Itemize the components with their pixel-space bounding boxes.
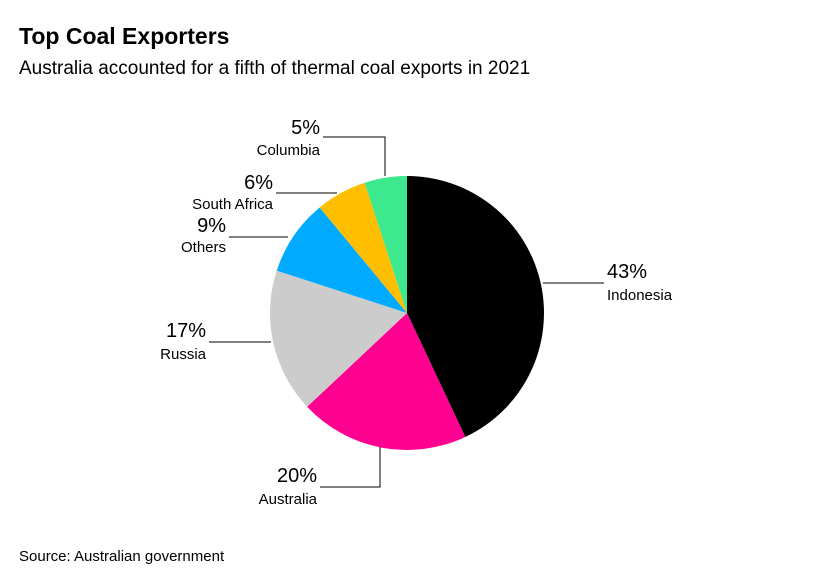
leader-lines [209,136,604,488]
percent-label-russia: 17% [166,320,206,342]
chart-title: Top Coal Exporters [19,23,230,49]
pie-slice-columbia [364,176,407,313]
pie-slice-south-africa [319,182,407,313]
leader-line-columbia [323,136,386,176]
slice-labels: 43% Indonesia 20% Australia 17% Russia 9% Other… [160,117,673,508]
percent-label-australia: 20% [277,465,317,487]
source-note: Source: Australian government [19,548,225,565]
slice-name-label-russia: Russia [160,346,207,363]
pie-slice-indonesia [407,176,544,437]
percent-label-others: 9% [197,215,226,237]
pie-slices [270,176,544,450]
slice-name-label-australia: Australia [259,491,318,508]
slice-name-label-indonesia: Indonesia [607,287,673,304]
pie-slice-others [276,207,407,313]
slice-name-label-south-africa: South Africa [192,196,274,213]
pie-slice-australia [307,313,466,450]
slice-name-label-others: Others [181,239,226,256]
pie-slice-russia [270,270,407,407]
slice-name-label-columbia: Columbia [257,142,321,159]
percent-label-indonesia: 43% [607,261,647,283]
percent-label-columbia: 5% [291,117,320,139]
chart-subtitle: Australia accounted for a fifth of therm… [19,58,531,79]
percent-label-south-africa: 6% [244,172,273,194]
leader-line-australia [320,447,381,488]
